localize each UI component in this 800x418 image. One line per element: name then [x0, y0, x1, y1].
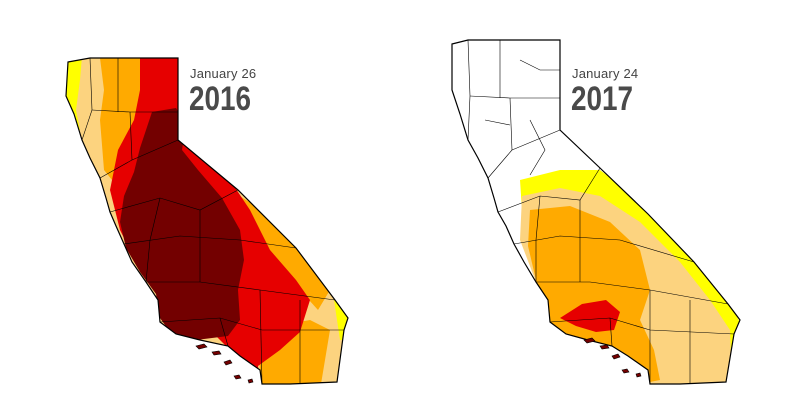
- drought-map-2017: January 24 2017: [400, 0, 800, 418]
- map-date-label: January 26: [190, 66, 257, 81]
- county-boundaries-2016: [81, 57, 344, 385]
- channel-islands-2017: [583, 337, 642, 378]
- drought-map-2016: January 26 2016: [65, 57, 349, 385]
- map-year-label: 2017: [571, 80, 634, 118]
- county-boundaries-2017: [467, 39, 735, 384]
- california-outline-2017: [451, 39, 741, 385]
- extreme-drought-region: [560, 300, 620, 332]
- map-year-label: 2016: [189, 80, 252, 118]
- abnormally-dry-region: [66, 58, 82, 130]
- channel-islands-2016: [195, 343, 254, 384]
- california-map-2017: [451, 39, 741, 385]
- california-map-2016: [65, 57, 349, 385]
- map-date-label: January 24: [572, 66, 639, 81]
